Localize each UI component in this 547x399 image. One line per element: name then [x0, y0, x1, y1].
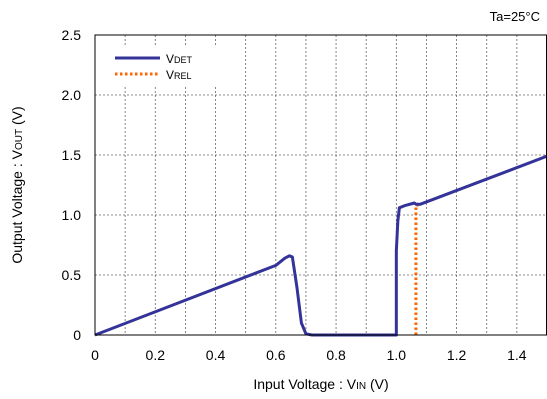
x-axis-title-suffix: (V) — [366, 376, 389, 392]
legend-label-vrel-main: V — [166, 68, 174, 82]
series-line-vrel — [414, 202, 421, 335]
grid — [95, 35, 547, 335]
y-tick-label: 1.5 — [62, 147, 82, 163]
series-line-vdet — [94, 154, 547, 337]
legend: VDET VREL — [110, 47, 222, 85]
series-layer — [94, 154, 547, 337]
y-tick-label: 0 — [73, 327, 81, 343]
y-tick-label: 2.5 — [62, 27, 82, 43]
x-tick-label: 1.4 — [507, 347, 527, 363]
x-tick-label: 0.8 — [326, 347, 346, 363]
temperature-annotation: Ta=25°C — [490, 9, 540, 24]
y-tick-labels: 0 0.5 1.0 1.5 2.0 2.5 — [62, 27, 82, 343]
y-axis-title-prefix: Output Voltage : V — [9, 149, 25, 263]
y-axis-title-sub: OUT — [14, 129, 25, 150]
y-tick-label: 1.0 — [62, 207, 82, 223]
x-tick-label: 0 — [91, 347, 99, 363]
legend-label-vrel-sub: REL — [174, 71, 192, 81]
legend-label-vrel: VREL — [166, 68, 192, 82]
x-tick-label: 1.0 — [387, 347, 407, 363]
y-tick-label: 0.5 — [62, 267, 82, 283]
legend-background — [110, 47, 222, 85]
x-tick-labels: 0 0.2 0.4 0.6 0.8 1.0 1.2 1.4 — [91, 347, 527, 363]
x-tick-label: 0.4 — [206, 347, 226, 363]
y-axis-title: Output Voltage : VOUT (V) — [9, 106, 25, 263]
x-axis-title-sub: IN — [356, 381, 366, 392]
legend-label-vdet-main: V — [166, 52, 174, 66]
x-axis-title: Input Voltage : VIN (V) — [253, 376, 388, 392]
x-tick-label: 0.6 — [266, 347, 286, 363]
legend-label-vdet-sub: DET — [174, 55, 193, 65]
y-axis-title-suffix: (V) — [9, 106, 25, 129]
x-tick-label: 1.2 — [447, 347, 467, 363]
legend-label-vdet: VDET — [166, 52, 193, 66]
x-axis-title-prefix: Input Voltage : V — [253, 376, 356, 392]
x-tick-label: 0.2 — [146, 347, 166, 363]
y-tick-label: 2.0 — [62, 87, 82, 103]
